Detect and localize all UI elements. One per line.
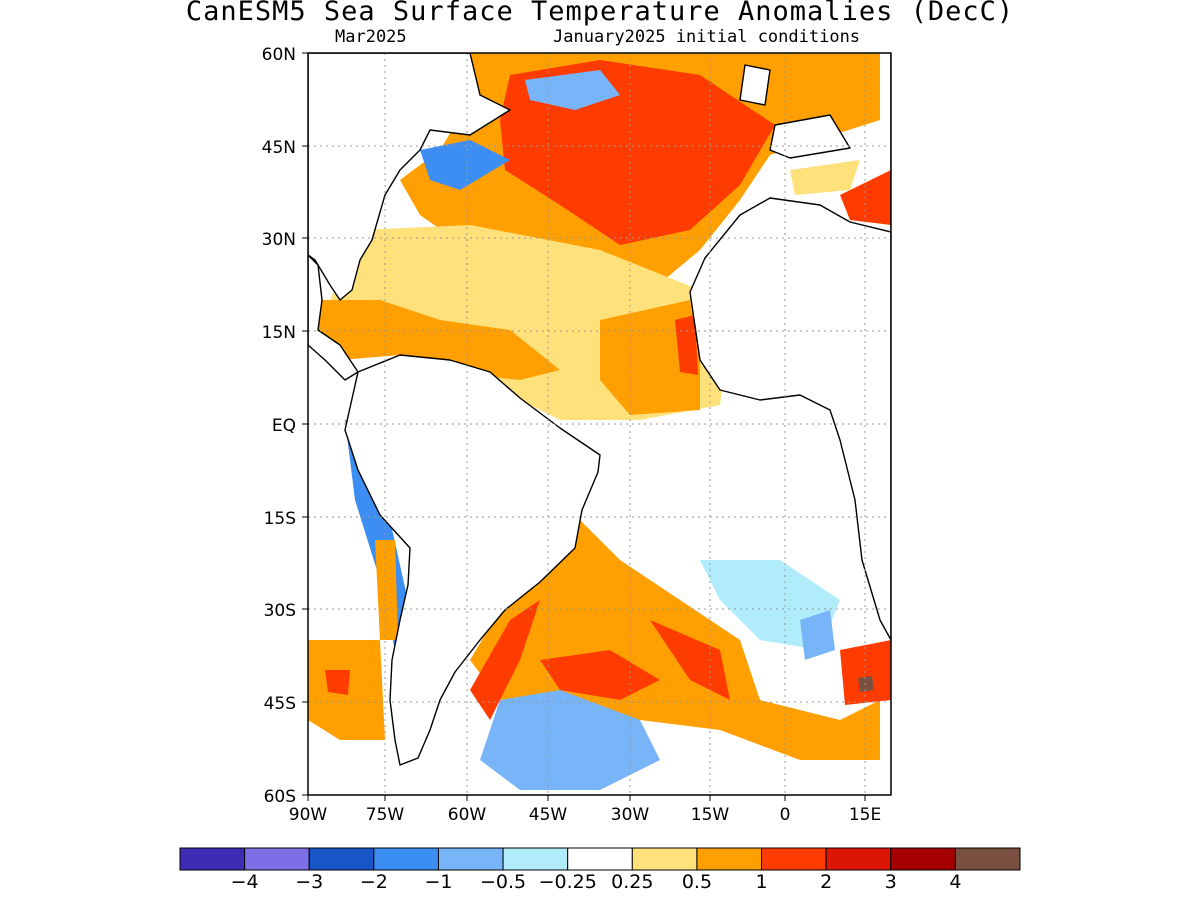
colorbar: [179, 847, 1021, 871]
caribbean-warm-area: [315, 300, 560, 380]
central-america-land: [308, 254, 359, 381]
colorbar-swatch: [437, 847, 504, 871]
colorbar-label: −0.5: [480, 871, 526, 893]
colorbar-label: 2: [820, 871, 832, 893]
colorbar-swatch: [502, 847, 569, 871]
colorbar-label: −0.25: [539, 871, 597, 893]
lon-tick-label: 15E: [849, 805, 881, 825]
longitude-labels: 90W 75W 60W 45W 30W 15W 0 15E: [289, 805, 881, 825]
colorbar-swatch: [825, 847, 892, 871]
lat-tick-label: 45N: [262, 138, 296, 158]
colorbar-swatch: [890, 847, 956, 871]
colorbar-swatch: [631, 847, 698, 871]
lat-tick-label: EQ: [272, 416, 296, 436]
colorbar-swatch: [244, 847, 310, 871]
colorbar-label: 4: [949, 871, 961, 893]
anomaly-field: [308, 53, 891, 795]
latitude-labels: 60N 45N 30N 15N EQ 15S 30S 45S 60S: [262, 45, 296, 807]
lon-tick-label: 75W: [366, 805, 405, 825]
south-atlantic-streak-2: [650, 620, 730, 700]
colorbar-label: −2: [360, 871, 388, 893]
colorbar-labels: −4 −3 −2 −1 −0.5 −0.25 0.25 0.5 1 2 3 4: [231, 871, 962, 893]
agulhas-peak: [858, 676, 874, 692]
lat-tick-label: 15N: [262, 323, 296, 343]
colorbar-label: −3: [295, 871, 323, 893]
south-atlantic-cool-patch: [480, 690, 660, 790]
chile-warm-strip: [375, 540, 398, 640]
south-atlantic-strong-streak: [540, 650, 660, 700]
south-america-land: [344, 354, 601, 766]
africa-europe-land: [689, 53, 891, 641]
colorbar-swatch: [696, 847, 763, 871]
chart-title: CanESM5 Sea Surface Temperature Anomalie…: [185, 0, 1015, 27]
lon-tick-label: 15W: [691, 805, 730, 825]
colorbar-label: −4: [231, 871, 259, 893]
colorbar-swatch: [567, 847, 633, 871]
lat-tick-label: 45S: [264, 694, 296, 714]
colorbar-label: 0.25: [611, 871, 653, 893]
southeast-pacific-strong: [325, 670, 350, 695]
lon-tick-label: 60W: [448, 805, 487, 825]
mediterranean-mild-area: [790, 160, 860, 195]
colorbar-label: 0.5: [682, 871, 712, 893]
lon-tick-label: 30W: [611, 805, 650, 825]
labrador-cool-area: [525, 70, 620, 110]
land-masses: [308, 53, 891, 766]
lat-tick-label: 60N: [262, 45, 296, 65]
lat-tick-label: 30N: [262, 230, 296, 250]
east-tropical-strong-area: [675, 315, 698, 375]
colorbar-swatch: [954, 847, 1021, 871]
lon-tick-label: 90W: [289, 805, 328, 825]
colorbar-label: 1: [755, 871, 767, 893]
colorbar-swatch: [761, 847, 827, 871]
east-tropical-warm-area: [600, 300, 700, 415]
colorbar-swatch: [179, 847, 246, 871]
colorbar-swatch: [373, 847, 439, 871]
britain-land: [739, 64, 771, 106]
lat-tick-label: 15S: [264, 509, 296, 529]
colorbar-swatch: [308, 847, 375, 871]
lon-tick-label: 45W: [529, 805, 568, 825]
colorbar-label: −1: [424, 871, 452, 893]
brazil-current-strong-warm: [470, 600, 540, 720]
lon-tick-label: 0: [780, 805, 791, 825]
gulfstream-cool-area: [420, 140, 510, 190]
south-atlantic-cool-patch-3: [800, 610, 835, 660]
initial-conditions-label: January2025 initial conditions: [553, 27, 861, 47]
lat-tick-label: 30S: [264, 601, 296, 621]
lat-tick-label: 60S: [264, 787, 296, 807]
axis-tick-marks: [302, 52, 866, 801]
colorbar-label: 3: [885, 871, 897, 893]
forecast-month: Mar2025: [335, 27, 407, 47]
north-america-land: [308, 53, 511, 301]
graticule: [308, 53, 891, 795]
